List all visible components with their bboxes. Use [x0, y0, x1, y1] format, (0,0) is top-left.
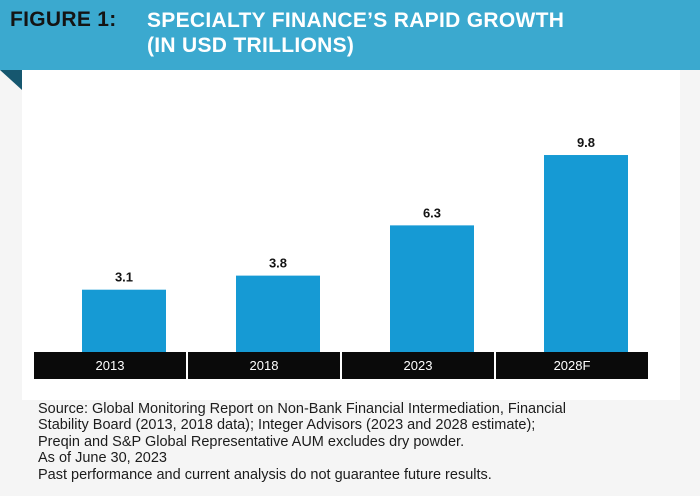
tick-label-2013: 2013	[96, 358, 125, 373]
bar-2023	[390, 225, 474, 352]
bar-2018	[236, 275, 320, 352]
source-line-2: Stability Board (2013, 2018 data); Integ…	[38, 417, 536, 434]
bar-2028F	[544, 155, 628, 352]
banner-fold	[0, 70, 22, 90]
bar-2013	[82, 289, 166, 352]
tick-label-2023: 2023	[404, 358, 433, 373]
data-label-2028F: 9.8	[577, 135, 595, 150]
axis-band-2018	[188, 352, 340, 379]
axis-band-2023	[342, 352, 494, 379]
bar-chart: 3.1 2013 3.8 2018 6.3 2023 9.8 2028F	[34, 135, 648, 379]
data-label-2013: 3.1	[115, 270, 133, 285]
as-of-date: As of June 30, 2023	[38, 450, 167, 467]
figure-label: FIGURE 1:	[10, 8, 117, 31]
source-line-1: Source: Global Monitoring Report on Non-…	[38, 401, 566, 417]
tick-label-2028F: 2028F	[554, 358, 591, 373]
figure-title-line-2: (IN USD TRILLIONS)	[147, 34, 355, 57]
source-line-3: Preqin and S&P Global Representative AUM…	[38, 433, 465, 450]
axis-band-2028F	[496, 352, 648, 379]
data-label-2023: 6.3	[423, 205, 441, 220]
figure-title-line-1: SPECIALTY FINANCE’S RAPID GROWTH	[147, 9, 565, 32]
axis-band-2013	[34, 352, 186, 379]
data-label-2018: 3.8	[269, 256, 287, 271]
figure-title: SPECIALTY FINANCE’S RAPID GROWTH (IN USD…	[147, 8, 564, 58]
title-banner: FIGURE 1: SPECIALTY FINANCE’S RAPID GROW…	[0, 0, 700, 70]
disclaimer: Past performance and current analysis do…	[38, 466, 492, 483]
chart-panel: 3.1 2013 3.8 2018 6.3 2023 9.8 2028F	[22, 70, 680, 400]
tick-label-2018: 2018	[250, 358, 279, 373]
source-notes: Source: Global Monitoring Report on Non-…	[38, 401, 678, 483]
